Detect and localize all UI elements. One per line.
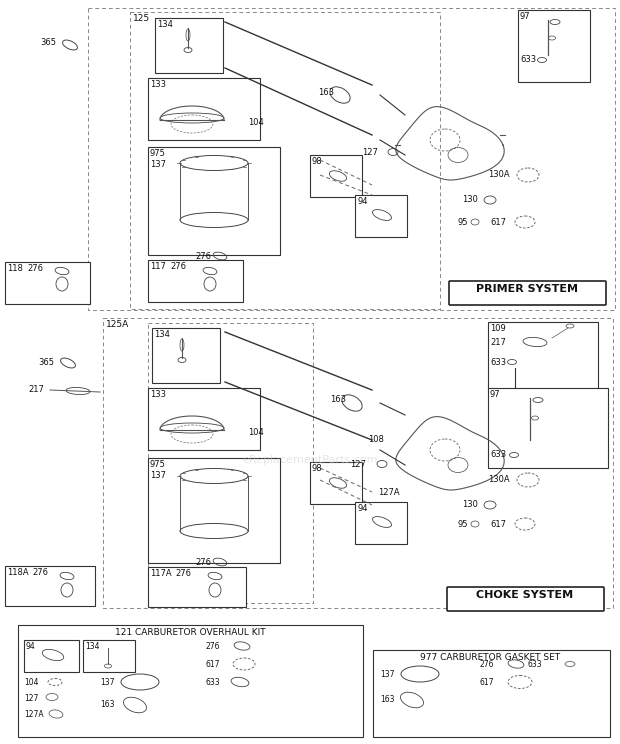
Text: 121 CARBURETOR OVERHAUL KIT: 121 CARBURETOR OVERHAUL KIT [115,628,265,637]
Text: 365: 365 [38,358,54,367]
Text: 633: 633 [528,660,542,669]
Bar [148,458,280,563]
Text: 104: 104 [248,118,264,127]
Bar [373,650,610,737]
Bar [148,78,260,140]
Text: 975: 975 [150,149,166,158]
Text: 617: 617 [490,218,506,227]
Text: 118: 118 [7,264,23,273]
Text: 276: 276 [195,558,211,567]
Text: 118A: 118A [7,568,29,577]
Text: 633: 633 [490,358,506,367]
Bar [18,625,363,737]
Bar [518,10,590,82]
Bar [355,195,407,237]
Text: 127: 127 [24,694,38,703]
Text: 134: 134 [85,642,99,651]
Bar [130,12,440,309]
Bar [355,502,407,544]
Text: 95: 95 [458,520,469,529]
Text: 117: 117 [150,262,166,271]
Text: 130A: 130A [488,170,510,179]
Bar [148,147,280,255]
Text: 104: 104 [248,428,264,437]
Text: 104: 104 [24,678,38,687]
Text: 95: 95 [458,218,469,227]
Text: 127: 127 [362,148,378,157]
Text: CHOKE SYSTEM: CHOKE SYSTEM [476,590,574,600]
FancyBboxPatch shape [449,281,606,305]
Text: 98: 98 [312,464,322,473]
Bar [148,388,260,450]
Text: 276: 276 [170,262,186,271]
Text: 137: 137 [380,670,394,679]
Text: 276: 276 [205,642,219,651]
Text: eReplacementParts.com: eReplacementParts.com [242,455,378,465]
Bar [5,566,95,606]
Bar [488,322,598,390]
Text: 163: 163 [330,395,346,404]
Text: 137: 137 [150,160,166,169]
Bar [310,462,362,504]
Text: 276: 276 [195,252,211,261]
Text: 134: 134 [154,330,170,339]
FancyBboxPatch shape [447,587,604,611]
Text: 127: 127 [350,460,366,469]
Text: 127A: 127A [24,710,43,719]
Text: 94: 94 [357,197,368,206]
Text: 134: 134 [157,20,173,29]
Text: 633: 633 [205,678,219,687]
Text: 617: 617 [480,678,495,687]
Text: 617: 617 [490,520,506,529]
Text: 276: 276 [27,264,43,273]
Text: 633: 633 [490,450,506,459]
Text: 98: 98 [312,157,322,166]
Bar [83,640,135,672]
Bar [152,328,220,383]
Text: 137: 137 [150,471,166,480]
Bar [488,388,608,468]
Text: 163: 163 [318,88,334,97]
Bar [24,640,79,672]
Text: 109: 109 [490,324,506,333]
Text: 137: 137 [100,678,115,687]
Text: 217: 217 [28,385,44,394]
Text: 617: 617 [205,660,219,669]
Text: 276: 276 [175,569,191,578]
Text: 94: 94 [357,504,368,513]
Text: 97: 97 [490,390,500,399]
Bar [88,8,615,310]
Bar [5,262,90,304]
Text: 130A: 130A [488,475,510,484]
Text: 130: 130 [462,500,478,509]
Text: 127A: 127A [378,488,400,497]
Bar [148,260,243,302]
Text: 130: 130 [462,195,478,204]
Text: 125A: 125A [106,320,129,329]
Text: 217: 217 [490,338,506,347]
Text: 975: 975 [150,460,166,469]
Bar [155,18,223,73]
Bar [148,567,246,607]
Text: 163: 163 [380,695,394,704]
Text: 133: 133 [150,80,166,89]
Text: PRIMER SYSTEM: PRIMER SYSTEM [476,284,578,294]
Text: 163: 163 [100,700,115,709]
Text: 125: 125 [133,14,150,23]
Text: 97: 97 [520,12,531,21]
Text: 365: 365 [40,38,56,47]
Text: 94: 94 [26,642,36,651]
Text: 276: 276 [32,568,48,577]
Text: 633: 633 [520,55,536,64]
Text: 276: 276 [480,660,495,669]
Bar [310,155,362,197]
Text: 133: 133 [150,390,166,399]
Text: 117A: 117A [150,569,172,578]
Bar [103,318,613,608]
Text: 977 CARBURETOR GASKET SET: 977 CARBURETOR GASKET SET [420,653,560,662]
Text: 108: 108 [368,435,384,444]
Bar [148,323,313,603]
